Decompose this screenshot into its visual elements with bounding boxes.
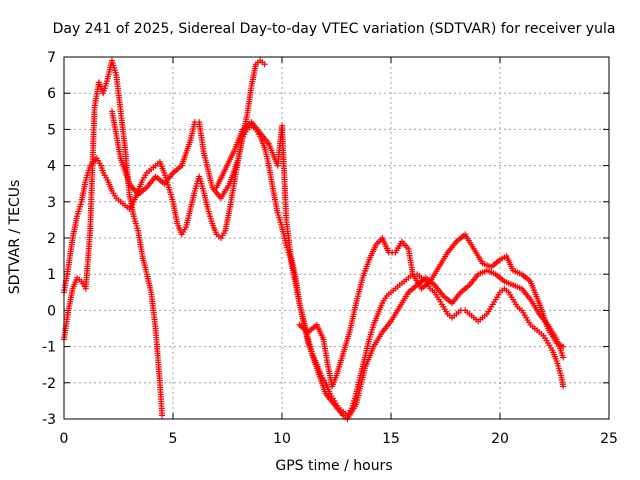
- series-track-d: [213, 119, 567, 422]
- x-tick-label: 5: [169, 431, 178, 447]
- data-point: [560, 354, 567, 361]
- data-point: [560, 343, 567, 350]
- plot-frame: [63, 56, 610, 420]
- y-axis-label: SDTVAR / TECUs: [7, 180, 23, 295]
- y-tick-label: 7: [47, 50, 56, 66]
- x-tick-label: 20: [491, 431, 509, 447]
- series-track-c: [108, 57, 268, 202]
- y-tick-label: -2: [42, 376, 56, 392]
- y-tick-label: -3: [42, 412, 56, 428]
- grid: [64, 57, 609, 419]
- data-point: [261, 61, 268, 68]
- x-tick-label: 10: [273, 431, 291, 447]
- data-point: [560, 383, 567, 390]
- x-tick-label: 25: [600, 431, 618, 447]
- data-points: [61, 57, 567, 422]
- chart-title: Day 241 of 2025, Sidereal Day-to-day VTE…: [53, 21, 616, 37]
- y-tick-label: 2: [47, 231, 56, 247]
- x-tick-label: 15: [382, 431, 400, 447]
- y-tick-label: 4: [47, 159, 56, 175]
- y-tick-label: 0: [47, 303, 56, 319]
- y-tick-label: 1: [47, 267, 56, 283]
- data-point: [159, 412, 166, 419]
- y-tick-label: 6: [47, 86, 56, 102]
- y-tick-label: 3: [47, 195, 56, 211]
- series-track-e: [296, 231, 567, 390]
- x-tick-label: 0: [60, 431, 69, 447]
- x-axis-label: GPS time / hours: [275, 458, 392, 474]
- y-tick-label: -1: [42, 340, 56, 356]
- y-tick-label: 5: [47, 122, 56, 138]
- series-track-a: [61, 122, 567, 419]
